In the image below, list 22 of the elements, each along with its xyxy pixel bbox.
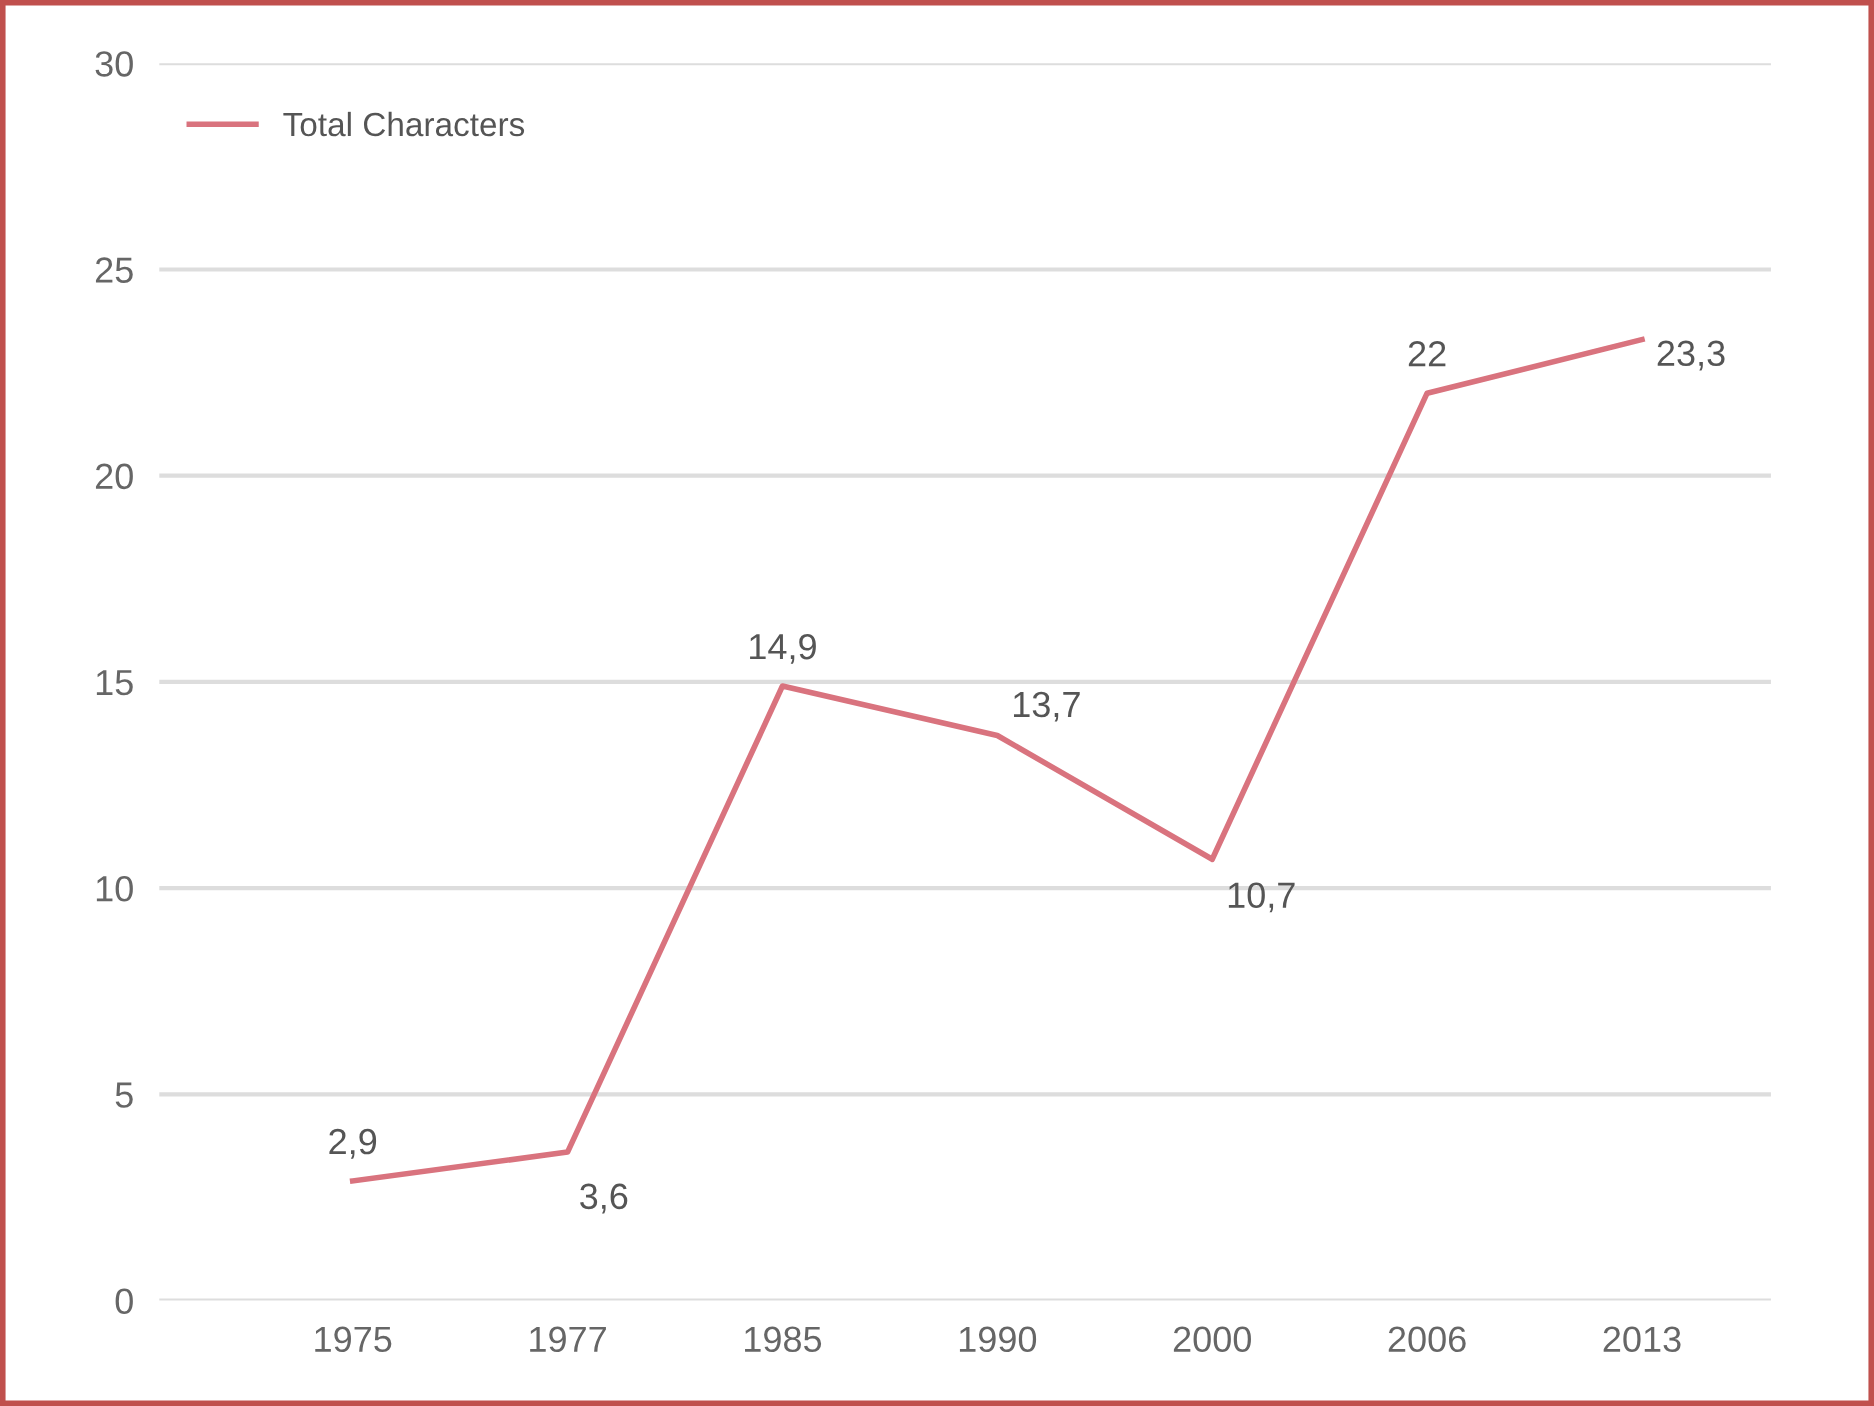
x-tick-label: 1990 bbox=[959, 1326, 1037, 1353]
data-label: 10,7 bbox=[1228, 882, 1295, 913]
data-label: 13,7 bbox=[1013, 691, 1080, 722]
data-label: 14,9 bbox=[750, 633, 816, 664]
y-tick-label: 15 bbox=[96, 670, 133, 696]
y-tick-label: 25 bbox=[95, 257, 133, 283]
y-tick-label: 30 bbox=[95, 51, 133, 77]
x-tick-label: 2006 bbox=[1388, 1326, 1466, 1353]
x-tick-label: 1985 bbox=[745, 1326, 822, 1353]
data-label: 22 bbox=[1408, 341, 1446, 367]
x-tick-label: 1975 bbox=[315, 1326, 392, 1353]
data-label: 3,6 bbox=[580, 1183, 628, 1214]
data-label: 23,3 bbox=[1657, 340, 1725, 371]
y-tick-label: 10 bbox=[96, 875, 133, 902]
x-tick-label: 2000 bbox=[1173, 1326, 1251, 1353]
y-tick-label: 20 bbox=[95, 463, 133, 490]
legend-label: Total Characters bbox=[283, 111, 525, 137]
x-tick-label: 2013 bbox=[1603, 1326, 1681, 1353]
y-tick-label: 0 bbox=[115, 1288, 133, 1314]
data-label: 2,9 bbox=[329, 1128, 377, 1159]
x-tick-label: 1977 bbox=[530, 1326, 606, 1353]
y-tick-label: 5 bbox=[115, 1082, 133, 1108]
